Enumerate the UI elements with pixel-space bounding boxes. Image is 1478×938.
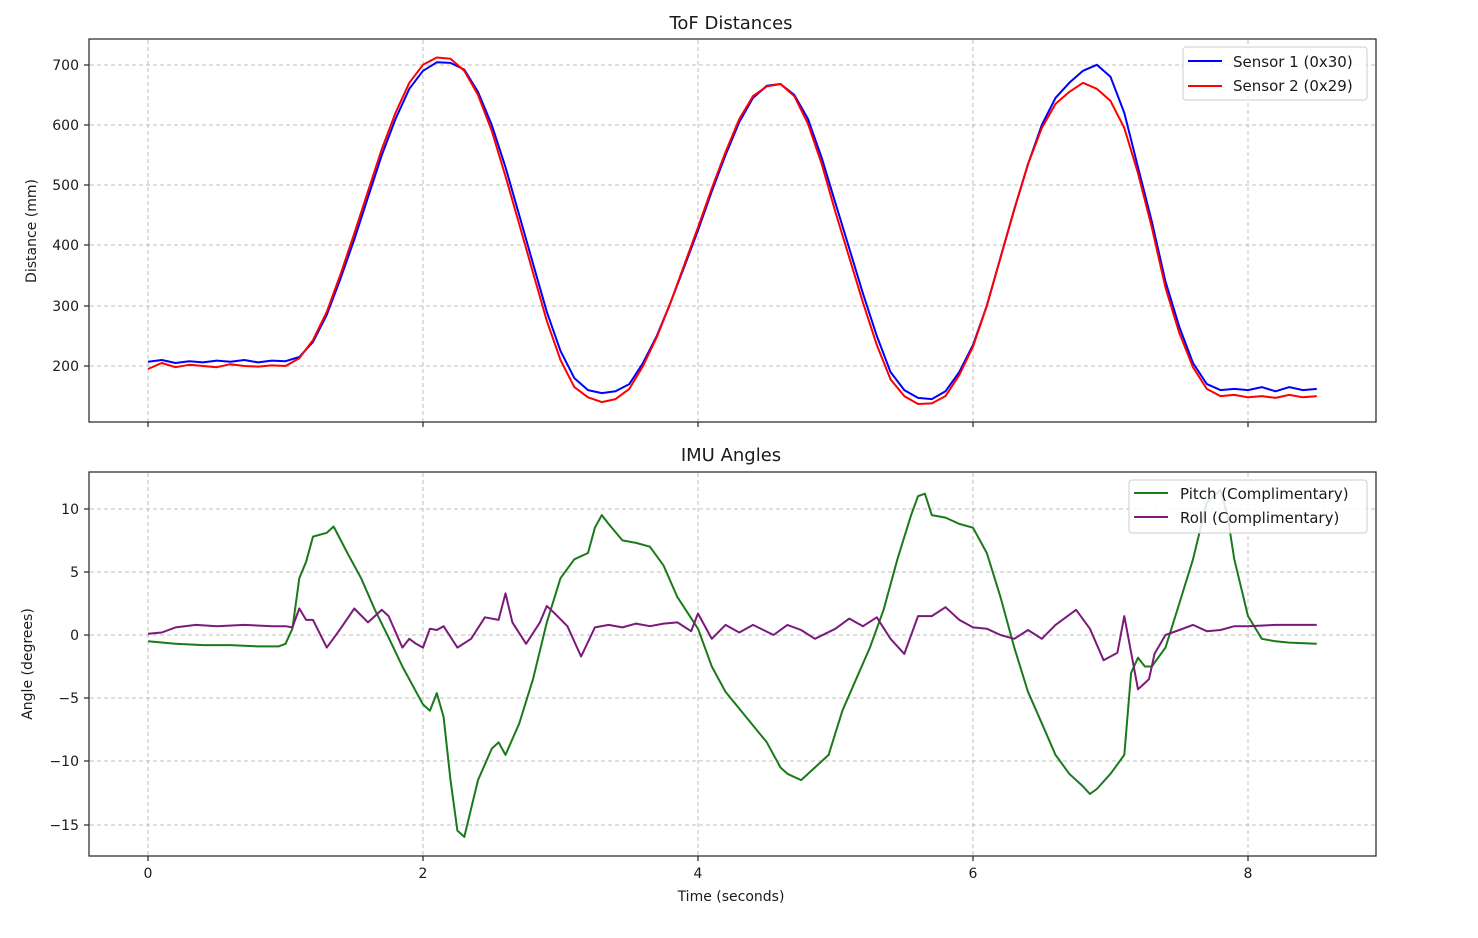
x-axis: 0 2 4 6 8 Time (seconds) (144, 856, 1253, 905)
y-axis: 700 600 500 400 300 200 Distance (mm) (24, 58, 89, 375)
legend-label: Sensor 2 (0x29) (1233, 77, 1353, 95)
x-tick-label: 2 (419, 866, 428, 882)
grid (90, 473, 1375, 855)
x-axis (147, 422, 1249, 427)
x-axis-label: Time (seconds) (677, 889, 785, 905)
y-tick-label: 600 (52, 118, 79, 134)
y-tick-label: 500 (52, 178, 79, 194)
legend-label: Roll (Complimentary) (1180, 509, 1339, 527)
y-tick-label: 300 (52, 299, 79, 315)
x-tick-label: 0 (144, 866, 153, 882)
axes-frame (88, 471, 1377, 857)
legend-label: Pitch (Complimentary) (1180, 485, 1349, 503)
x-tick-label: 8 (1244, 866, 1253, 882)
y-tick-label: 5 (70, 565, 79, 581)
chart-title: ToF Distances (668, 13, 792, 34)
x-tick-label: 4 (694, 866, 703, 882)
sensor-2-line (147, 56, 1317, 405)
legend: Pitch (Complimentary) Roll (Complimentar… (1128, 479, 1368, 534)
y-tick-label: −10 (49, 754, 79, 770)
x-tick-label: 6 (969, 866, 978, 882)
pitch-line (147, 488, 1317, 838)
axes-frame (88, 38, 1377, 423)
y-tick-label: 200 (52, 359, 79, 375)
y-tick-label: 10 (61, 502, 79, 518)
imu-angles-chart: IMU Angles 10 5 0 −5 −10 −15 (20, 445, 1377, 905)
sensor-1-line (147, 61, 1317, 401)
tof-distances-chart: ToF Distances 700 600 500 400 (24, 13, 1377, 427)
y-tick-label: 0 (70, 628, 79, 644)
chart-title: IMU Angles (681, 445, 781, 466)
plot-area (147, 488, 1317, 838)
legend-label: Sensor 1 (0x30) (1233, 53, 1353, 71)
roll-line (147, 592, 1317, 691)
legend: Sensor 1 (0x30) Sensor 2 (0x29) (1182, 46, 1368, 101)
y-tick-label: 400 (52, 238, 79, 254)
plot-area (147, 56, 1317, 405)
grid (90, 40, 1375, 421)
y-tick-label: −5 (58, 691, 79, 707)
y-axis-label: Angle (degrees) (20, 608, 36, 720)
y-axis: 10 5 0 −5 −10 −15 Angle (degrees) (20, 502, 89, 834)
y-axis-label: Distance (mm) (24, 179, 40, 283)
y-tick-label: 700 (52, 58, 79, 74)
y-tick-label: −15 (49, 818, 79, 834)
